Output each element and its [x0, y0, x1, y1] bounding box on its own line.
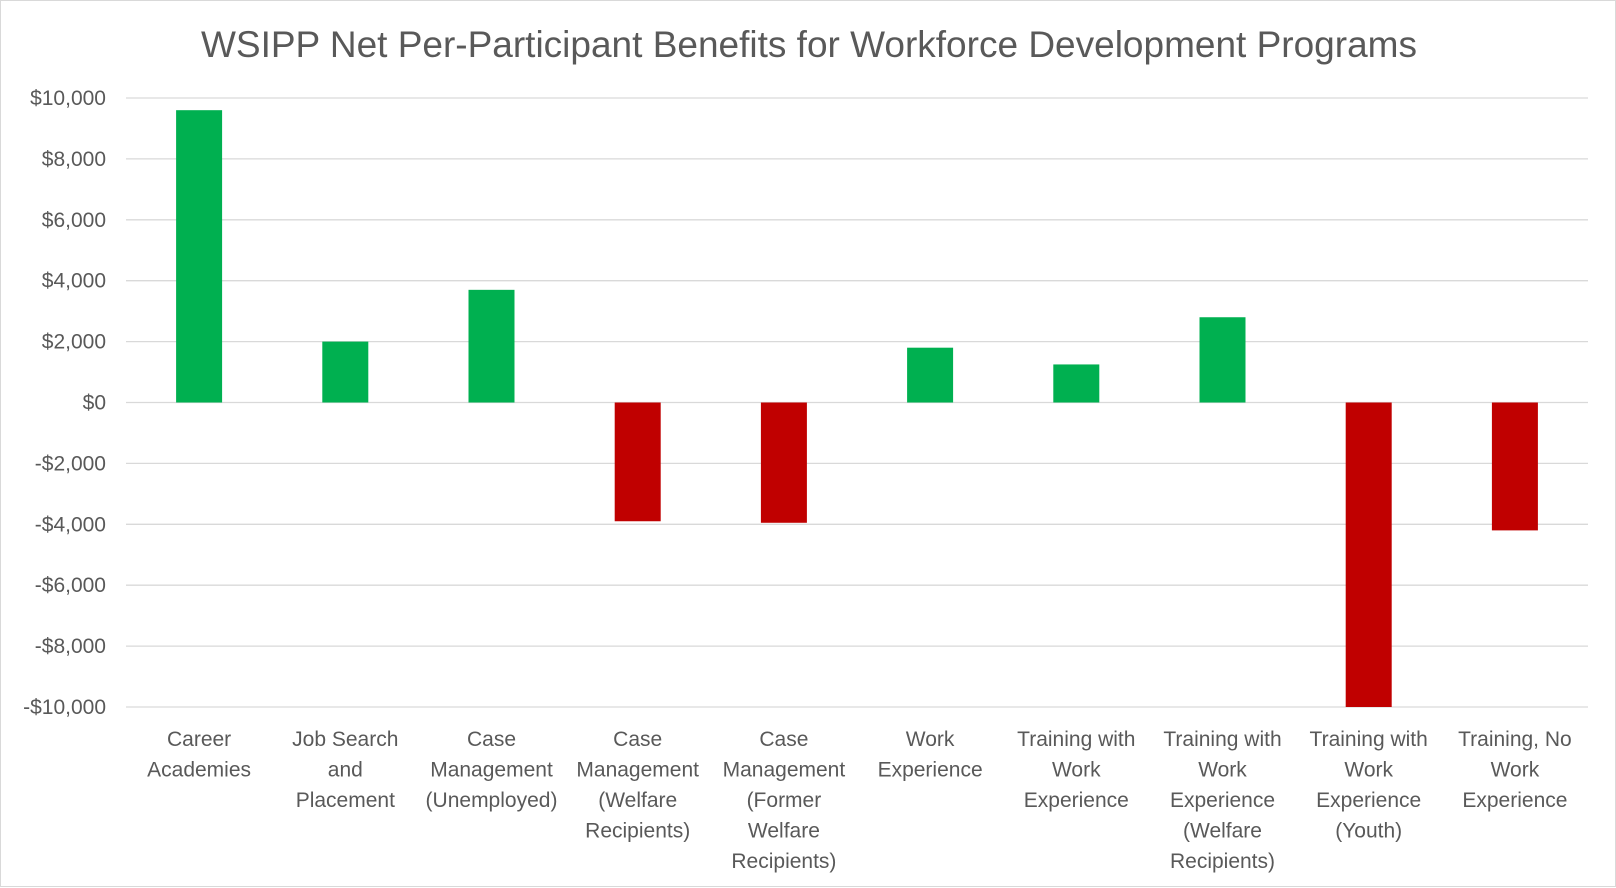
x-category-label-line: (Unemployed) [426, 789, 558, 812]
x-category-label-line: Training with [1017, 728, 1135, 751]
x-category-label-line: Experience [1462, 789, 1567, 812]
x-category-label-line: Recipients) [1170, 850, 1275, 873]
x-category-label-line: Experience [878, 759, 983, 782]
x-category-label-line: Job Search [292, 728, 398, 751]
x-category-label-line: Welfare [748, 820, 820, 843]
x-category-label-line: Work [1052, 759, 1101, 782]
bar-8 [1199, 317, 1246, 403]
x-category-label: Work Experience [878, 728, 983, 782]
x-category-label-line: Work [1198, 759, 1247, 782]
y-tick-label: -$8,000 [35, 635, 106, 658]
x-category-label: Case Management (Former Welfare Recipients) [723, 728, 846, 873]
x-category-label: Job Search and Placement [292, 728, 398, 812]
y-axis-ticks: $10,000 $8,000 $6,000 $4,000 $2,000 $0 -$2,000… [23, 87, 106, 719]
x-category-label-line: Training, No [1458, 728, 1572, 751]
x-category-label-line: (Youth) [1335, 820, 1402, 843]
x-category-label: Training with Work Experience [1017, 728, 1135, 812]
x-category-label-line: Management [576, 759, 699, 782]
x-category-label-line: Management [723, 759, 846, 782]
x-category-label-line: Training with [1163, 728, 1281, 751]
x-category-label-line: Work [1344, 759, 1393, 782]
x-category-label-line: Experience [1316, 789, 1421, 812]
bar-5 [760, 402, 807, 523]
y-tick-label: -$4,000 [35, 513, 106, 536]
x-category-label-line: Training with [1310, 728, 1428, 751]
x-category-label-line: Academies [147, 759, 251, 782]
bar-9 [1345, 402, 1392, 707]
bar-4 [614, 402, 661, 522]
bars [176, 110, 1538, 707]
x-category-label-line: and [328, 759, 363, 782]
x-axis-categories: Career Academies Job Search and Placement Cas… [147, 728, 1572, 873]
gridlines [126, 97, 1588, 708]
chart-title: WSIPP Net Per-Participant Benefits for W… [201, 24, 1417, 65]
bar-3 [468, 289, 515, 403]
x-category-label-line: Management [430, 759, 553, 782]
x-category-label-line: Case [467, 728, 516, 751]
bar-7 [1053, 364, 1100, 403]
y-tick-label: $2,000 [42, 331, 106, 354]
y-tick-label: -$10,000 [23, 696, 106, 719]
y-tick-label: -$2,000 [35, 452, 106, 475]
x-category-label-line: Experience [1024, 789, 1129, 812]
x-category-label-line: Case [613, 728, 662, 751]
x-category-label: Career Academies [147, 728, 251, 782]
y-tick-label: $4,000 [42, 270, 106, 293]
bar-1 [176, 110, 223, 403]
x-category-label-line: Placement [296, 789, 395, 812]
x-category-label: Training with Work Experience (Youth) [1310, 728, 1428, 843]
y-tick-label: $0 [83, 392, 106, 415]
bar-2 [322, 341, 369, 403]
x-category-label: Case Management (Welfare Recipients) [576, 728, 699, 843]
x-category-label-line: Work [906, 728, 955, 751]
y-tick-label: -$6,000 [35, 574, 106, 597]
x-category-label-line: Experience [1170, 789, 1275, 812]
x-category-label-line: Recipients) [585, 820, 690, 843]
bar-6 [907, 347, 954, 403]
x-category-label-line: (Former [747, 789, 822, 812]
x-category-label-line: (Welfare [598, 789, 677, 812]
x-category-label-line: Case [759, 728, 808, 751]
y-tick-label: $10,000 [30, 87, 106, 110]
x-category-label-line: Recipients) [731, 850, 836, 873]
x-category-label: Training with Work Experience (Welfare Recip… [1163, 728, 1281, 873]
bar-10 [1491, 402, 1538, 531]
y-tick-label: $6,000 [42, 209, 106, 232]
x-category-label: Case Management (Unemployed) [426, 728, 558, 812]
y-tick-label: $8,000 [42, 148, 106, 171]
x-category-label-line: Career [167, 728, 231, 751]
x-category-label: Training, No Work Experience [1458, 728, 1572, 812]
x-category-label-line: (Welfare [1183, 820, 1262, 843]
x-category-label-line: Work [1491, 759, 1540, 782]
